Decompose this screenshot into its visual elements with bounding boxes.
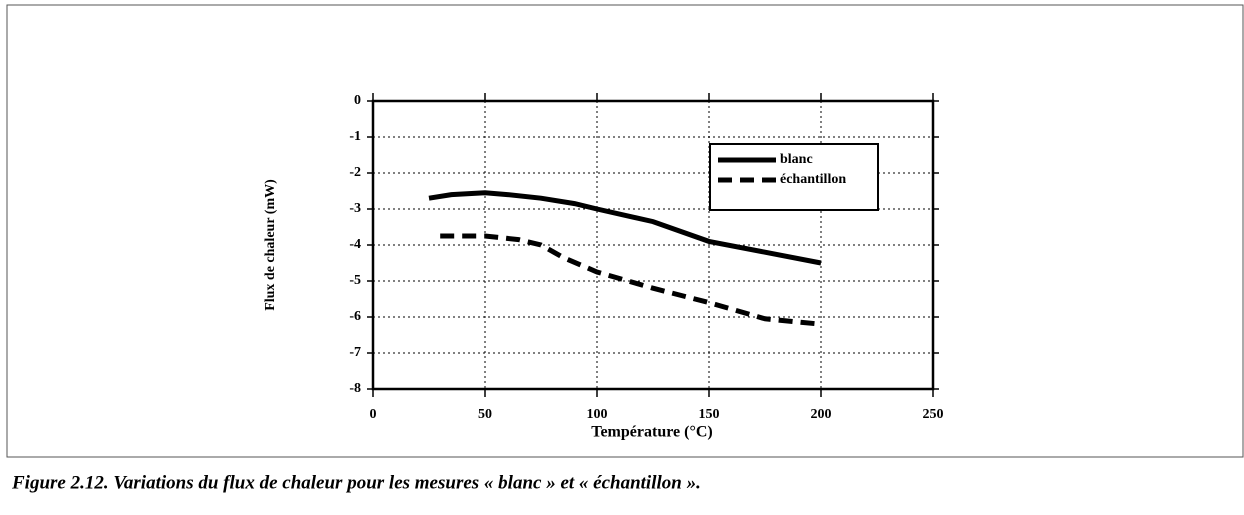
x-tick-label: 250 [923,407,944,422]
x-tick-label: 0 [370,407,377,422]
figure-border [6,4,1244,458]
x-tick-label: 100 [587,407,608,422]
y-tick-label: -6 [349,309,361,324]
y-tick-label: -1 [349,129,361,144]
y-tick-label: -4 [349,237,361,252]
y-axis-label: Flux de chaleur (mW) [263,179,278,311]
legend-label: blanc [780,152,813,167]
y-tick-label: -8 [349,381,361,396]
x-tick-label: 200 [811,407,832,422]
plot-frame [371,99,935,391]
y-tick-label: -7 [349,345,361,360]
y-tick-label: -5 [349,273,361,288]
figure-caption: Figure 2.12. Variations du flux de chale… [11,472,701,493]
legend-box [709,143,879,211]
y-tick-label: 0 [354,93,361,108]
x-tick-label: 50 [478,407,492,422]
x-axis-label: Température (°C) [591,424,712,441]
data-line [440,233,822,327]
y-tick-label: -2 [349,165,361,180]
x-tick-label: 150 [699,407,720,422]
data-line [428,190,822,266]
y-tick-label: -3 [349,201,361,216]
legend-label: échantillon [780,172,846,187]
